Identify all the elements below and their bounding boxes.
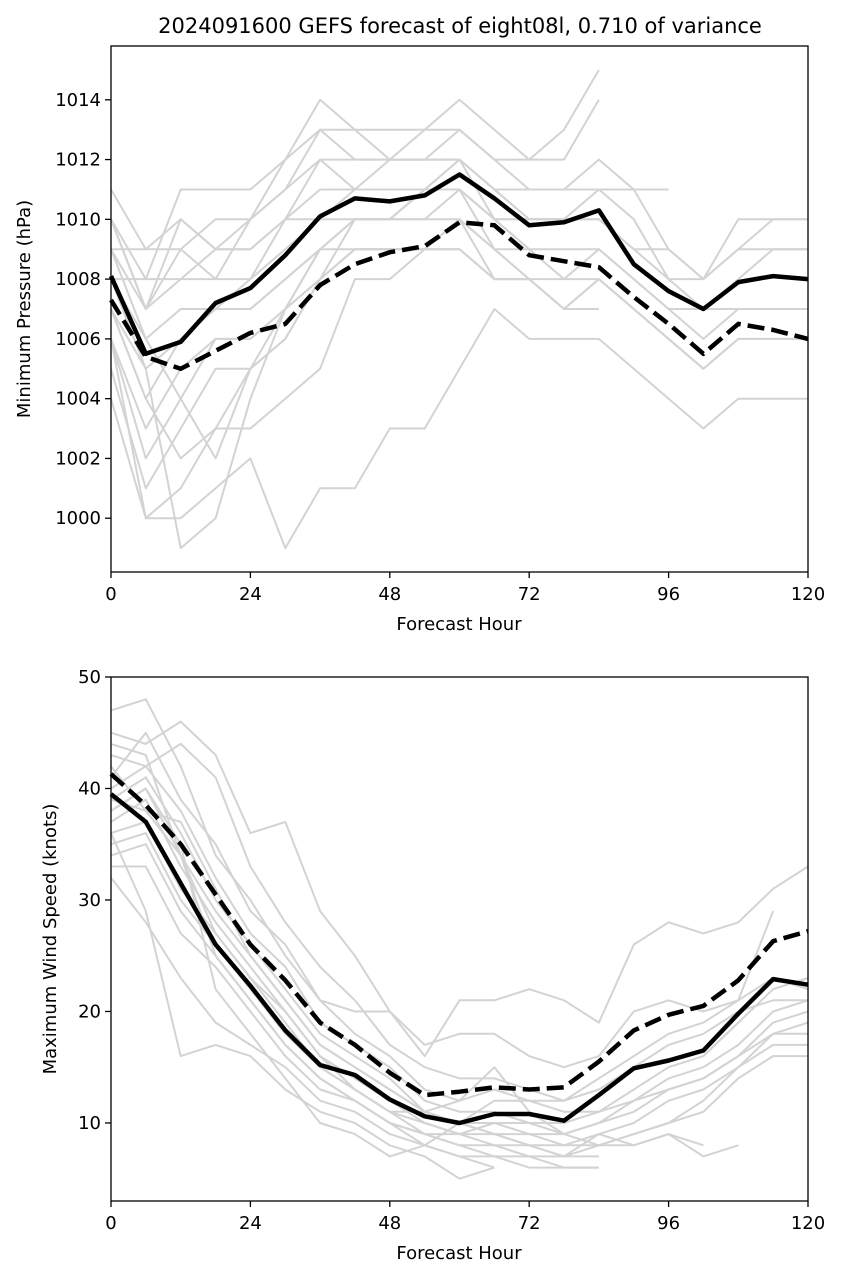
wind-series bbox=[109, 698, 809, 1180]
pressure-member-line-6 bbox=[110, 158, 808, 310]
wind-ytick-label: 10 bbox=[78, 1113, 101, 1134]
pressure-mean-line bbox=[108, 172, 809, 357]
wind-ytick-label: 50 bbox=[78, 667, 101, 688]
wind-dashed-line bbox=[109, 772, 809, 1098]
wind-member-line-17 bbox=[110, 742, 704, 1147]
wind-ytick-label: 20 bbox=[78, 1001, 101, 1022]
pressure-member-line-15 bbox=[110, 248, 496, 460]
pressure-series bbox=[108, 69, 809, 550]
pressure-axes-frame bbox=[110, 45, 809, 573]
wind-ylabel: Maximum Wind Speed (knots) bbox=[40, 804, 61, 1075]
wind-xlabel: Forecast Hour bbox=[396, 1243, 522, 1264]
pressure-xtick-label: 96 bbox=[657, 584, 680, 605]
pressure-ytick-label: 1004 bbox=[55, 389, 101, 410]
chart-title: 2024091600 GEFS forecast of eight08l, 0.… bbox=[158, 14, 762, 38]
pressure-ytick-label: 1000 bbox=[55, 508, 101, 529]
wind-xtick-label: 72 bbox=[518, 1213, 541, 1234]
pressure-member-line-14 bbox=[110, 248, 530, 520]
pressure-xtick-label: 0 bbox=[105, 584, 116, 605]
pressure-ytick-label: 1008 bbox=[55, 269, 101, 290]
wind-xtick-label: 48 bbox=[378, 1213, 401, 1234]
pressure-ytick-label: 1012 bbox=[55, 150, 101, 171]
wind-xtick-label: 96 bbox=[657, 1213, 680, 1234]
wind-ytick-label: 40 bbox=[78, 778, 101, 799]
wind-mean-line bbox=[109, 792, 809, 1126]
wind-member-line-14 bbox=[110, 877, 495, 1169]
wind-xtick-label: 120 bbox=[791, 1213, 825, 1234]
wind-member-line-4 bbox=[110, 742, 775, 1102]
pressure-ylabel: Minimum Pressure (hPa) bbox=[14, 200, 35, 418]
pressure-member-line-17 bbox=[110, 188, 530, 550]
wind-panel: Forecast Hour Maximum Wind Speed (knots)… bbox=[40, 667, 825, 1264]
pressure-panel: Forecast Hour Minimum Pressure (hPa) 0 24… bbox=[14, 45, 825, 635]
wind-member-line-6 bbox=[110, 765, 809, 1124]
pressure-xtick-label: 120 bbox=[791, 584, 825, 605]
pressure-ytick-label: 1014 bbox=[55, 90, 101, 111]
pressure-member-line-12 bbox=[110, 218, 705, 460]
pressure-member-line-3 bbox=[110, 99, 600, 281]
wind-member-line-2 bbox=[110, 698, 809, 1058]
pressure-ytick-label: 1006 bbox=[55, 329, 101, 350]
pressure-xtick-label: 24 bbox=[239, 584, 262, 605]
pressure-xtick-label: 72 bbox=[518, 584, 541, 605]
wind-ytick-label: 30 bbox=[78, 890, 101, 911]
wind-xtick-label: 0 bbox=[105, 1213, 116, 1234]
pressure-dashed-line bbox=[109, 220, 809, 372]
pressure-ytick-label: 1002 bbox=[55, 448, 101, 469]
pressure-xtick-label: 48 bbox=[378, 584, 401, 605]
pressure-xlabel: Forecast Hour bbox=[396, 614, 522, 635]
pressure-ytick-label: 1010 bbox=[55, 209, 101, 230]
wind-axes-frame bbox=[110, 676, 809, 1202]
pressure-member-line-8 bbox=[110, 188, 808, 340]
pressure-member-line-11 bbox=[110, 218, 808, 430]
pressure-member-line-19 bbox=[110, 158, 599, 310]
wind-member-line-19 bbox=[110, 765, 809, 1136]
wind-xtick-label: 24 bbox=[239, 1213, 262, 1234]
wind-member-line-18 bbox=[110, 798, 809, 1124]
